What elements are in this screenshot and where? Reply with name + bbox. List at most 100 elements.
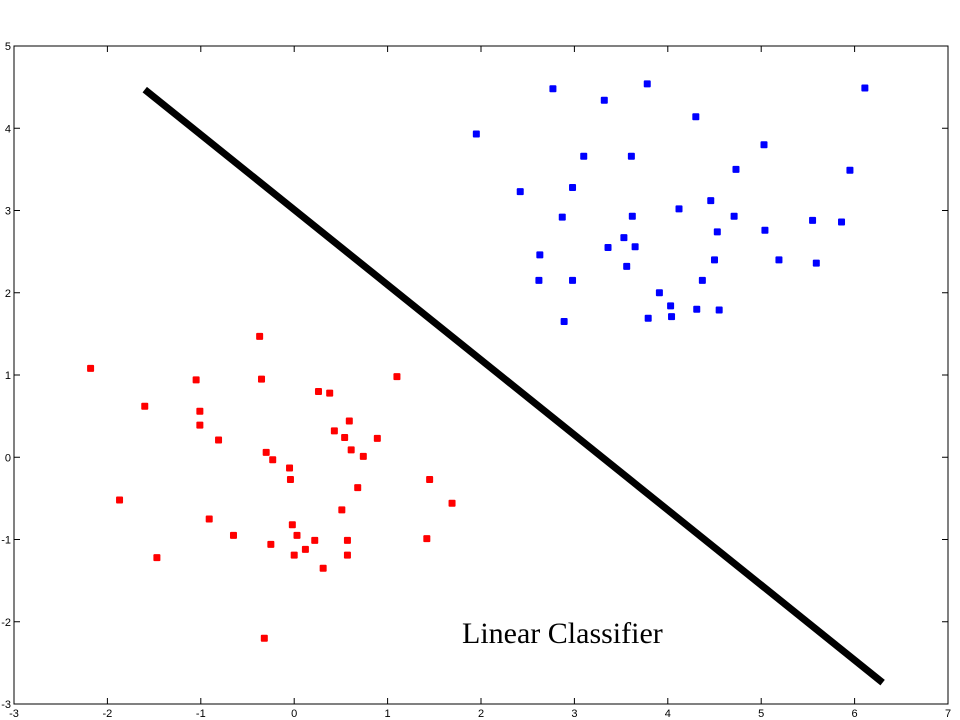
blue-data-point xyxy=(472,130,480,138)
red-data-point xyxy=(196,407,204,415)
red-data-point xyxy=(258,375,266,383)
y-tick-label: -1 xyxy=(1,535,11,547)
y-tick-label: 4 xyxy=(5,123,11,135)
blue-data-point xyxy=(643,80,651,88)
red-data-point xyxy=(448,499,456,507)
blue-data-point xyxy=(560,318,568,326)
red-data-point xyxy=(267,540,275,548)
blue-data-point xyxy=(628,212,636,220)
blue-data-point xyxy=(604,244,612,252)
y-tick-label: -2 xyxy=(1,617,11,629)
red-data-point xyxy=(354,484,362,492)
blue-data-point xyxy=(535,276,543,284)
x-tick-label: 3 xyxy=(571,708,577,720)
blue-data-point xyxy=(715,306,723,314)
blue-data-point xyxy=(760,141,768,149)
red-data-point xyxy=(286,464,294,472)
x-tick-label: 5 xyxy=(758,708,764,720)
red-data-point xyxy=(311,536,319,544)
blue-data-point xyxy=(623,262,631,270)
blue-data-point xyxy=(558,213,566,221)
blue-data-point xyxy=(668,313,676,321)
blue-data-point xyxy=(569,276,577,284)
red-data-point xyxy=(256,332,264,340)
y-tick-label: 2 xyxy=(5,288,11,300)
red-data-point xyxy=(205,515,213,523)
blue-data-point xyxy=(569,183,577,191)
blue-data-point xyxy=(698,276,706,284)
x-tick-label: -3 xyxy=(9,708,19,720)
blue-data-point xyxy=(627,152,635,160)
blue-data-point xyxy=(775,256,783,264)
x-tick-label: 6 xyxy=(852,708,858,720)
red-data-point xyxy=(229,531,237,539)
blue-data-point xyxy=(549,85,557,93)
data-points xyxy=(87,80,869,642)
blue-data-point xyxy=(655,289,663,297)
x-tick-label: -1 xyxy=(196,708,206,720)
blue-data-point xyxy=(711,256,718,264)
blue-data-point xyxy=(761,226,769,234)
y-tick-label: 0 xyxy=(5,452,11,464)
blue-data-point xyxy=(861,84,869,92)
x-tick-label: 0 xyxy=(291,708,297,720)
red-data-point xyxy=(290,551,298,559)
blue-data-point xyxy=(536,251,544,259)
x-tick-label: 1 xyxy=(385,708,391,720)
blue-data-point xyxy=(713,228,721,236)
blue-data-point xyxy=(667,302,675,310)
red-data-point xyxy=(260,634,268,642)
blue-data-point xyxy=(631,243,639,251)
y-tick-label: 3 xyxy=(5,206,11,218)
red-data-point xyxy=(326,389,334,397)
blue-data-point xyxy=(516,188,524,196)
red-data-point xyxy=(426,475,434,483)
y-tick-label: 5 xyxy=(5,41,11,53)
red-data-point xyxy=(269,456,277,464)
blue-data-point xyxy=(693,305,701,313)
red-data-point xyxy=(319,564,327,572)
red-data-point xyxy=(314,387,322,395)
blue-data-point xyxy=(838,218,846,226)
blue-data-point xyxy=(644,314,652,322)
blue-data-point xyxy=(809,216,817,224)
red-data-point xyxy=(423,535,431,543)
red-data-point xyxy=(301,545,309,553)
red-data-point xyxy=(116,496,124,504)
red-data-point xyxy=(288,521,296,529)
red-data-point xyxy=(87,364,95,372)
classifier-line xyxy=(142,86,885,686)
red-data-point xyxy=(343,536,351,544)
red-data-point xyxy=(330,427,338,435)
red-data-point xyxy=(393,373,401,381)
red-data-point xyxy=(192,376,200,384)
red-data-point xyxy=(359,452,367,460)
x-tick-label: 4 xyxy=(665,708,671,720)
red-data-point xyxy=(347,446,355,454)
blue-data-point xyxy=(732,165,740,173)
blue-data-point xyxy=(812,259,820,267)
blue-data-point xyxy=(600,96,608,104)
red-data-point xyxy=(215,436,223,444)
red-data-point xyxy=(293,531,301,539)
axis-ticks: -3 -2 -1 0 1 2 3 4 5 6 7 -3 -2 -1 0 1 2 3 4 5 xyxy=(1,41,951,720)
x-tick-label: -2 xyxy=(103,708,113,720)
blue-data-point xyxy=(580,152,588,160)
red-data-point xyxy=(373,434,381,442)
blue-data-point xyxy=(675,205,683,213)
red-data-point xyxy=(343,551,351,559)
classifier-annotation: Linear Classifier xyxy=(462,617,663,650)
red-data-point xyxy=(345,417,353,425)
y-tick-label: 1 xyxy=(5,370,11,382)
red-data-point xyxy=(141,402,149,410)
red-data-point xyxy=(338,506,346,514)
x-tick-label: 7 xyxy=(945,708,951,720)
plot-area xyxy=(13,45,949,705)
blue-data-point xyxy=(692,113,700,121)
blue-data-point xyxy=(730,212,738,220)
red-data-point xyxy=(341,434,349,442)
x-tick-label: 2 xyxy=(478,708,484,720)
red-data-point xyxy=(286,475,294,483)
red-data-point xyxy=(196,421,204,429)
